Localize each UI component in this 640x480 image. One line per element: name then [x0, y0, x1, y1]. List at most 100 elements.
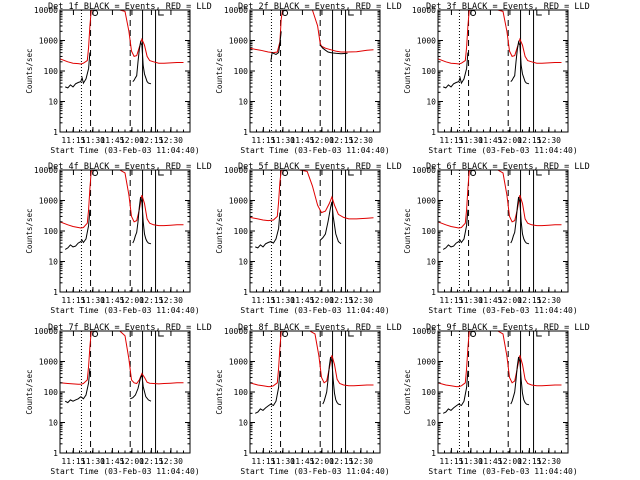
detector-panel: Det 2f BLACK = Events, RED = LLD 1 10 100 10…	[215, 2, 402, 155]
y-tick-label: 1000	[39, 197, 58, 206]
y-tick-label: 1	[53, 288, 58, 297]
detector-panel: Det 3f BLACK = Events, RED = LLD 1 10 100 10…	[403, 2, 590, 155]
panel-frame	[249, 9, 381, 133]
y-tick-label: 1	[53, 449, 58, 458]
y-tick-label: 1	[243, 128, 248, 137]
y-tick-label: 10000	[224, 327, 248, 336]
detector-panel: Det 4f BLACK = Events, RED = LLD 1 10 100 10…	[25, 162, 212, 315]
y-tick-label: 10	[426, 258, 436, 267]
y-tick-label: 1	[243, 449, 248, 458]
corner-marker	[158, 170, 164, 176]
x-tick-label: 11:15	[439, 457, 463, 466]
x-tick-label: 12:15	[329, 136, 353, 145]
lld-series-line	[250, 170, 374, 222]
x-axis-label: Start Time (03-Feb-03 11:04:40)	[240, 146, 389, 155]
x-tick-label: 12:15	[329, 457, 353, 466]
x-tick-label: 12:30	[537, 296, 561, 305]
y-tick-label: 1	[53, 128, 58, 137]
corner-marker	[158, 10, 164, 16]
events-series-line	[442, 209, 469, 250]
y-tick-label: 1000	[39, 37, 58, 46]
panel-frame	[59, 9, 191, 133]
x-axis-label: Start Time (03-Feb-03 11:04:40)	[50, 467, 199, 476]
x-tick-label: 11:15	[61, 136, 85, 145]
y-axis-label: Counts/sec	[403, 208, 412, 253]
events-series-line	[132, 40, 152, 85]
events-series-line	[510, 40, 530, 85]
lld-series-line	[60, 331, 184, 385]
x-tick-label: 11:30	[271, 457, 295, 466]
events-series-line	[443, 52, 469, 89]
panel-title: Det 1f BLACK = Events, RED = LLD	[48, 2, 212, 12]
detector-panel: Det 7f BLACK = Events, RED = LLD 1 10 100 10…	[25, 323, 212, 476]
panel-title: Det 7f BLACK = Events, RED = LLD	[48, 323, 212, 333]
panel-frame	[59, 169, 191, 293]
y-tick-label: 1000	[229, 197, 248, 206]
x-tick-label: 12:30	[537, 457, 561, 466]
y-axis-label: Counts/sec	[25, 48, 34, 93]
x-axis-label: Start Time (03-Feb-03 11:04:40)	[240, 467, 389, 476]
x-tick-label: 12:15	[329, 296, 353, 305]
x-tick-label: 11:15	[439, 296, 463, 305]
y-tick-label: 10000	[224, 6, 248, 15]
y-tick-label: 10	[238, 98, 248, 107]
x-tick-label: 11:30	[81, 136, 105, 145]
detector-panel: Det 8f BLACK = Events, RED = LLD 1 10 100 10…	[215, 323, 402, 476]
x-tick-label: 11:45	[100, 136, 124, 145]
panel-frame	[437, 330, 569, 454]
y-axis-label: Counts/sec	[215, 208, 224, 253]
x-tick-label: 12:15	[517, 457, 541, 466]
x-tick-label: 11:45	[100, 296, 124, 305]
y-axis-label: Counts/sec	[403, 369, 412, 414]
y-axis-label: Counts/sec	[25, 369, 34, 414]
x-tick-label: 12:00	[498, 457, 522, 466]
x-tick-label: 11:30	[271, 296, 295, 305]
x-tick-label: 12:00	[120, 457, 144, 466]
y-tick-label: 1000	[417, 197, 436, 206]
x-tick-label: 12:30	[349, 136, 373, 145]
x-tick-label: 11:15	[251, 457, 275, 466]
events-series-line	[319, 201, 342, 245]
x-tick-label: 11:45	[290, 296, 314, 305]
panel-frame	[249, 330, 381, 454]
x-tick-label: 11:15	[251, 296, 275, 305]
detector-panel: Det 9f BLACK = Events, RED = LLD 1 10 100 10…	[403, 323, 590, 476]
y-tick-label: 10000	[412, 166, 436, 175]
panel-title: Det 6f BLACK = Events, RED = LLD	[426, 162, 590, 172]
y-tick-label: 10	[426, 98, 436, 107]
y-tick-label: 1000	[417, 37, 436, 46]
x-tick-label: 12:00	[498, 296, 522, 305]
y-tick-label: 10000	[34, 327, 58, 336]
events-series-line	[319, 44, 348, 55]
y-tick-label: 100	[44, 388, 59, 397]
x-axis-label: Start Time (03-Feb-03 11:04:40)	[428, 467, 577, 476]
x-tick-label: 12:30	[159, 457, 183, 466]
events-series-line	[65, 52, 91, 89]
x-tick-label: 11:45	[478, 296, 502, 305]
lld-series-line	[438, 10, 562, 65]
events-series-line	[255, 212, 281, 249]
events-series-line	[64, 209, 91, 250]
x-tick-label: 12:00	[310, 296, 334, 305]
x-axis-label: Start Time (03-Feb-03 11:04:40)	[240, 306, 389, 315]
y-tick-label: 100	[234, 227, 249, 236]
lld-series-line	[438, 331, 562, 388]
events-series-line	[322, 356, 342, 406]
x-tick-label: 11:45	[478, 136, 502, 145]
y-tick-label: 1000	[39, 358, 58, 367]
y-tick-label: 100	[422, 67, 437, 76]
y-tick-label: 100	[44, 67, 59, 76]
y-tick-label: 10	[48, 258, 58, 267]
x-tick-label: 12:15	[517, 296, 541, 305]
y-tick-label: 10000	[34, 166, 58, 175]
lld-series-line	[438, 170, 562, 229]
x-tick-label: 12:15	[139, 457, 163, 466]
panel-title: Det 5f BLACK = Events, RED = LLD	[238, 162, 402, 172]
panel-frame	[437, 169, 569, 293]
x-axis-label: Start Time (03-Feb-03 11:04:40)	[50, 306, 199, 315]
y-tick-label: 10	[426, 419, 436, 428]
y-tick-label: 10	[238, 419, 248, 428]
x-tick-label: 12:00	[310, 457, 334, 466]
y-tick-label: 1	[431, 128, 436, 137]
